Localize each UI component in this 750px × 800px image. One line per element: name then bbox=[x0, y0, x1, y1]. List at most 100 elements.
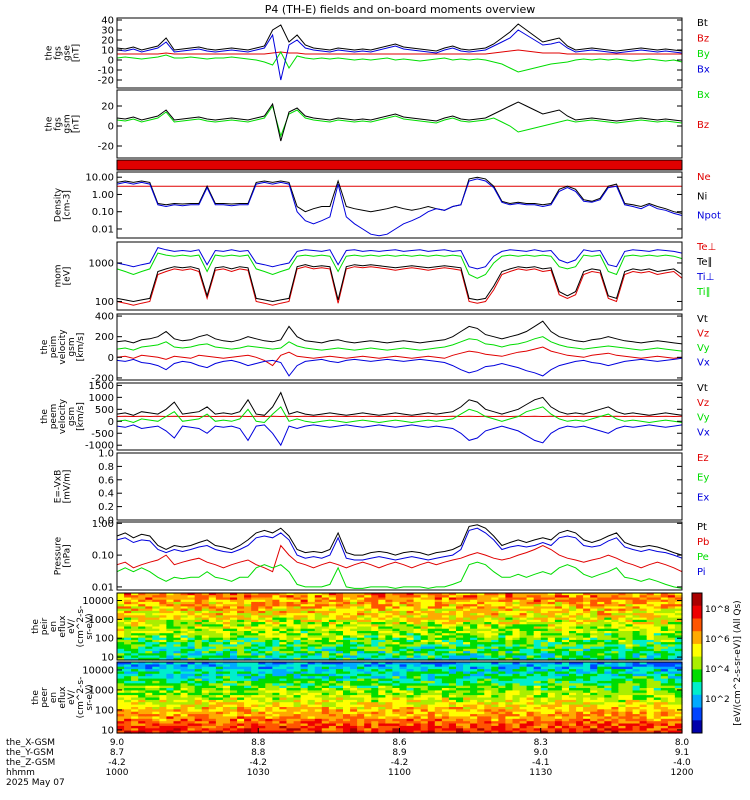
spectrogram-cell bbox=[244, 662, 252, 665]
spectrogram-cell bbox=[265, 599, 273, 603]
spectrogram-cell bbox=[576, 619, 584, 623]
spectrogram-cell bbox=[265, 680, 273, 684]
spectrogram-cell bbox=[222, 593, 231, 596]
spectrogram-cell bbox=[328, 723, 337, 727]
y-axis-label-line: [mV/m] bbox=[63, 470, 73, 504]
spectrogram-cell bbox=[357, 622, 365, 625]
spectrogram-cell bbox=[343, 613, 351, 616]
spectrogram-cell bbox=[293, 692, 302, 696]
spectrogram-cell bbox=[343, 593, 351, 596]
spectrogram-cell bbox=[618, 688, 627, 691]
spectrogram-cell bbox=[187, 718, 196, 722]
spectrogram-cell bbox=[554, 606, 563, 610]
spectrogram-cell bbox=[314, 610, 323, 614]
spectrogram-cell bbox=[569, 633, 577, 636]
spectrogram-cell bbox=[159, 704, 168, 708]
spectrogram-cell bbox=[328, 669, 337, 673]
spectrogram-cell bbox=[540, 709, 549, 713]
spectrogram-cell bbox=[660, 601, 669, 605]
spectrogram-cell bbox=[554, 666, 563, 670]
spectrogram-cell bbox=[215, 626, 224, 630]
spectrogram-cell bbox=[343, 716, 351, 720]
spectrogram-cell bbox=[201, 653, 210, 657]
spectrogram-cell bbox=[201, 709, 210, 713]
spectrogram-cell bbox=[406, 648, 415, 652]
spectrogram-cell bbox=[561, 666, 570, 670]
spectrogram-cell bbox=[371, 601, 379, 605]
spectrogram-cell bbox=[251, 709, 259, 713]
spectrogram-cell bbox=[293, 690, 302, 694]
spectrogram-cell bbox=[561, 704, 570, 708]
spectrogram-cell bbox=[201, 730, 210, 734]
spectrogram-cell bbox=[526, 601, 535, 605]
spectrogram-cell bbox=[597, 595, 605, 598]
spectrogram-cell bbox=[646, 714, 655, 718]
spectrogram-cell bbox=[124, 716, 132, 720]
spectrogram-cell bbox=[378, 593, 386, 596]
spectrogram-cell bbox=[166, 610, 175, 614]
spectrogram-cell bbox=[625, 721, 634, 725]
spectrogram-cell bbox=[392, 707, 401, 710]
spectrogram-cell bbox=[244, 615, 252, 619]
spectrogram-cell bbox=[427, 704, 436, 708]
spectrogram-cell bbox=[456, 606, 464, 610]
spectrogram-cell bbox=[364, 704, 372, 708]
spectrogram-cell bbox=[434, 662, 443, 665]
spectrogram-cell bbox=[378, 599, 386, 603]
spectrogram-cell bbox=[590, 716, 598, 720]
spectrogram-cell bbox=[463, 599, 471, 603]
spectrogram-cell bbox=[484, 680, 492, 684]
spectrogram-cell bbox=[434, 651, 443, 654]
spectrogram-cell bbox=[187, 653, 196, 657]
spectrogram-cell bbox=[385, 610, 394, 614]
spectrogram-cell bbox=[117, 662, 125, 665]
spectrogram-cell bbox=[392, 678, 401, 682]
spectrogram-cell bbox=[138, 688, 146, 691]
spectrogram-cell bbox=[434, 711, 443, 715]
spectrogram-cell bbox=[667, 685, 676, 689]
spectrogram-cell bbox=[505, 676, 514, 680]
spectrogram-cell bbox=[138, 666, 146, 670]
spectrogram-cell bbox=[441, 655, 450, 659]
spectrogram-cell bbox=[244, 644, 252, 648]
spectrogram-cell bbox=[293, 597, 302, 601]
spectrogram-cell bbox=[646, 635, 655, 639]
spectrogram-cell bbox=[230, 728, 238, 732]
spectrogram-cell bbox=[328, 721, 337, 725]
y-axis-label-line: velocity bbox=[58, 398, 68, 434]
spectrogram-cell bbox=[314, 599, 323, 603]
spectrogram-cell bbox=[505, 692, 514, 696]
spectrogram-cell bbox=[512, 626, 521, 630]
spectrogram-cell bbox=[152, 653, 160, 657]
spectrogram-cell bbox=[456, 608, 464, 612]
spectrogram-cell bbox=[448, 669, 457, 673]
spectrogram-cell bbox=[364, 676, 372, 680]
spectrogram-cell bbox=[328, 685, 337, 689]
y-tick-label: 100 bbox=[95, 297, 114, 308]
spectrogram-cell bbox=[406, 617, 415, 621]
spectrogram-cell bbox=[237, 610, 245, 614]
spectrogram-cell bbox=[222, 639, 231, 643]
spectrogram-cell bbox=[576, 725, 584, 729]
spectrogram-cell bbox=[632, 683, 641, 687]
spectrogram-cell bbox=[328, 655, 337, 659]
spectrogram-cell bbox=[378, 606, 386, 610]
spectrogram-cell bbox=[519, 669, 528, 673]
spectrogram-cell bbox=[456, 716, 464, 720]
spectrogram-cell bbox=[378, 631, 386, 634]
spectrogram-cell bbox=[138, 595, 146, 598]
spectrogram-cell bbox=[328, 633, 337, 636]
spectrogram-cell bbox=[540, 639, 549, 643]
spectrogram-cell bbox=[618, 642, 627, 645]
spectrogram-cell bbox=[512, 718, 521, 722]
spectrogram-cell bbox=[406, 642, 415, 645]
spectrogram-cell bbox=[258, 635, 266, 639]
spectrogram-cell bbox=[646, 678, 655, 682]
spectrogram-cell bbox=[215, 678, 224, 682]
spectrogram-cell bbox=[463, 653, 471, 657]
spectrogram-cell bbox=[434, 601, 443, 605]
spectrogram-cell bbox=[583, 642, 591, 645]
spectrogram-cell bbox=[166, 653, 175, 657]
spectrogram-cell bbox=[124, 673, 132, 677]
spectrogram-cell bbox=[194, 655, 203, 659]
